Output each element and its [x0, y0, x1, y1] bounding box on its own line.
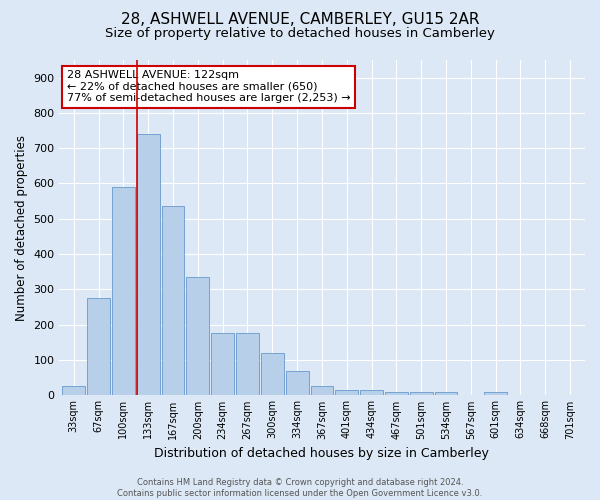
Bar [360, 390, 383, 395]
Bar [62, 386, 85, 395]
Bar [261, 353, 284, 395]
Bar [137, 134, 160, 395]
Bar [112, 187, 135, 395]
Text: Contains HM Land Registry data © Crown copyright and database right 2024.
Contai: Contains HM Land Registry data © Crown c… [118, 478, 482, 498]
Bar [385, 392, 408, 395]
Y-axis label: Number of detached properties: Number of detached properties [15, 134, 28, 320]
Text: Size of property relative to detached houses in Camberley: Size of property relative to detached ho… [105, 28, 495, 40]
X-axis label: Distribution of detached houses by size in Camberley: Distribution of detached houses by size … [154, 447, 490, 460]
Bar [161, 206, 184, 395]
Bar [410, 392, 433, 395]
Bar [311, 386, 334, 395]
Text: 28 ASHWELL AVENUE: 122sqm
← 22% of detached houses are smaller (650)
77% of semi: 28 ASHWELL AVENUE: 122sqm ← 22% of detac… [67, 70, 350, 103]
Bar [211, 334, 234, 395]
Bar [87, 298, 110, 395]
Bar [434, 392, 457, 395]
Bar [187, 277, 209, 395]
Text: 28, ASHWELL AVENUE, CAMBERLEY, GU15 2AR: 28, ASHWELL AVENUE, CAMBERLEY, GU15 2AR [121, 12, 479, 28]
Bar [236, 334, 259, 395]
Bar [286, 371, 308, 395]
Bar [484, 392, 507, 395]
Bar [335, 390, 358, 395]
